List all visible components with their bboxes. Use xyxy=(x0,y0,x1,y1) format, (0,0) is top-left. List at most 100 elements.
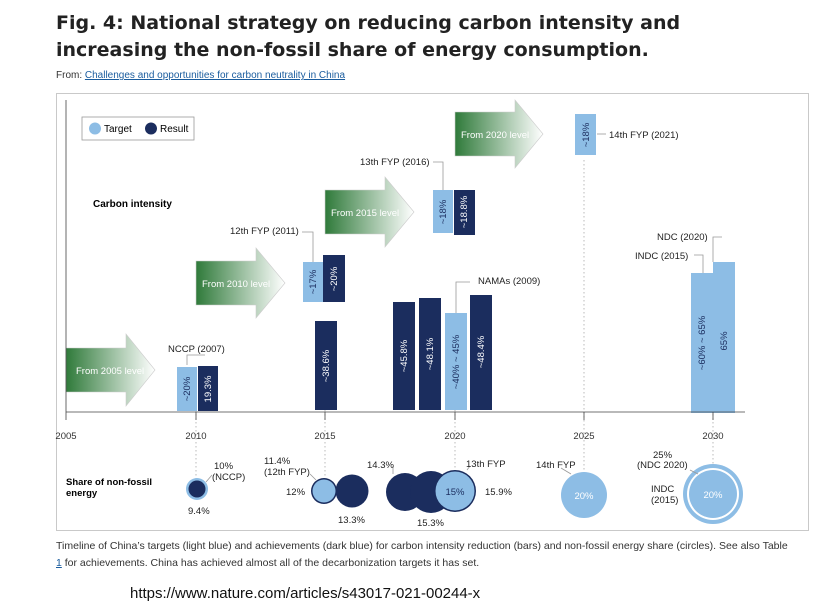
bar-2025-target xyxy=(575,114,596,155)
bar-value-2020-13fyp-target: ~18% xyxy=(438,199,449,224)
circle-2025-target xyxy=(561,472,607,518)
annot-13fyp: 13th FYP (2016) xyxy=(360,157,430,168)
leader-13fyp xyxy=(433,161,444,190)
non-fossil-circles xyxy=(186,464,743,524)
caption-text-start: Timeline of China’s targets (light blue)… xyxy=(56,540,788,552)
row-label-non-fossil-share-line1: Share of non-fossil xyxy=(66,477,152,488)
circle-label-2010-target: 10% xyxy=(214,461,234,472)
arrow-2020-shape xyxy=(454,99,544,169)
circle-labels: 10% (NCCP) 9.4% 11.4% (12th FYP) 12% 13.… xyxy=(188,450,723,529)
year-guides xyxy=(195,160,714,480)
row-label-carbon-intensity: Carbon intensity xyxy=(93,199,172,210)
bar-value-2030-indc: ~60% ~ 65% xyxy=(697,315,708,370)
bar-2020-target-namas xyxy=(445,313,467,410)
x-axis: 2005 2010 2015 2020 2025 2030 xyxy=(55,100,745,442)
circle-label-2019-result: 15.3% xyxy=(417,518,444,529)
bar-value-2015-cumulative: ~38.6% xyxy=(321,349,332,382)
bar-value-2020-13fyp-result: ~18.8% xyxy=(459,195,470,228)
axis-tick-labels: 2005 2010 2015 2020 2025 2030 xyxy=(55,431,723,442)
legend-target-swatch xyxy=(89,122,101,135)
circle-label-2010-target-source: (NCCP) xyxy=(212,472,245,483)
legend: Target Result xyxy=(81,116,195,141)
bar-value-2019: ~48.1% xyxy=(425,337,436,370)
row-label-non-fossil-share-line2: energy xyxy=(66,488,98,499)
bar-value-labels: ~20% 19.3% ~17% ~20% ~38.6% ~45.8% ~48.1… xyxy=(182,122,730,402)
tick-label-2010: 2010 xyxy=(185,431,206,442)
figure-title: Fig. 4: National strategy on reducing ca… xyxy=(56,12,681,61)
circle-label-2016-result: 13.3% xyxy=(338,515,365,526)
axis-ticks xyxy=(65,412,714,420)
circle-label-2020-result: 15.9% xyxy=(485,487,512,498)
annot-12fyp: 12th FYP (2011) xyxy=(230,226,299,237)
circle-2016-result xyxy=(335,474,369,508)
figure-caption: Timeline of China’s targets (light blue)… xyxy=(56,538,796,572)
circle-label-2015-target-source: (12th FYP) xyxy=(264,467,310,478)
tick-label-2015: 2015 xyxy=(314,431,335,442)
bar-2018-result xyxy=(393,302,415,410)
arrow-2005-label: From 2005 level xyxy=(76,366,144,377)
bar-2020-target-13fyp xyxy=(433,190,453,233)
source-line: From: Challenges and opportunities for c… xyxy=(56,70,345,81)
circle-label-2030-indc: INDC xyxy=(651,484,674,495)
bar-leaders xyxy=(186,133,722,365)
arrow-2005: From 2005 level xyxy=(65,333,156,407)
bar-2015-target xyxy=(303,262,323,302)
bar-value-2025: ~18% xyxy=(581,122,592,147)
bar-2021-result xyxy=(470,295,492,410)
bar-2020-result-13fyp xyxy=(454,190,475,235)
leader-2015 xyxy=(309,473,317,481)
circle-2010-result xyxy=(188,480,206,498)
bar-2019-result xyxy=(419,298,441,410)
bar-value-2018: ~45.8% xyxy=(399,339,410,372)
circle-label-2015-result: 12% xyxy=(286,487,306,498)
annot-nccp: NCCP (2007) xyxy=(168,344,225,355)
tick-label-2025: 2025 xyxy=(573,431,594,442)
leader-nccp xyxy=(186,354,205,365)
leader-2020 xyxy=(466,465,471,471)
figure-frame xyxy=(56,93,809,531)
leader-2025 xyxy=(560,467,572,475)
bar-2010-target xyxy=(177,367,197,411)
arrow-2010-shape xyxy=(195,247,286,319)
annot-indc: INDC (2015) xyxy=(635,251,688,262)
bar-value-2015-target: ~17% xyxy=(308,269,319,294)
circle-label-2010-result: 9.4% xyxy=(188,506,210,517)
tick-label-2020: 2020 xyxy=(444,431,465,442)
bar-2030-ndc xyxy=(713,262,735,413)
source-article-link[interactable]: Challenges and opportunities for carbon … xyxy=(84,70,346,81)
circle-label-2030-indc-year: (2015) xyxy=(651,495,678,506)
bar-value-2010-target: ~20% xyxy=(182,376,193,401)
circle-2015-target xyxy=(312,479,336,503)
table-link[interactable]: 1 xyxy=(56,557,62,569)
arrow-2015-shape xyxy=(324,176,415,248)
arrow-2015: From 2015 level xyxy=(324,176,415,248)
circle-label-2030-ndc-value: 25% xyxy=(653,450,673,461)
legend-target-label: Target xyxy=(104,124,132,135)
arrow-2010: From 2010 level xyxy=(195,247,286,319)
tick-label-2030: 2030 xyxy=(702,431,723,442)
legend-result-label: Result xyxy=(160,124,189,135)
leader-ndc xyxy=(712,236,722,262)
leader-namas xyxy=(455,281,470,313)
leader-indc xyxy=(694,254,704,273)
tick-label-2005: 2005 xyxy=(55,431,76,442)
annot-namas: NAMAs (2009) xyxy=(478,276,540,287)
annot-ndc: NDC (2020) xyxy=(657,232,708,243)
circle-label-2025-source: 14th FYP xyxy=(536,460,576,471)
arrow-2015-label: From 2015 level xyxy=(331,208,399,219)
circle-label-2018-result: 14.3% xyxy=(367,460,394,471)
leader-12fyp xyxy=(302,231,314,262)
circle-label-2020-target-source: 13th FYP xyxy=(466,459,506,470)
bar-value-2030-ndc: 65% xyxy=(719,331,730,351)
arrow-2020-label: From 2020 level xyxy=(461,130,529,141)
circle-2020-target xyxy=(435,471,475,511)
circle-label-2020-target-value: 15% xyxy=(445,487,465,498)
bar-annotations: NCCP (2007) 12th FYP (2011) 13th FYP (20… xyxy=(168,130,708,355)
leader-2030-ndc xyxy=(689,469,699,475)
from-prefix: From: xyxy=(56,70,85,81)
annot-14fyp: 14th FYP (2021) xyxy=(609,130,679,141)
legend-result-swatch xyxy=(145,122,157,135)
arrow-2005-shape xyxy=(65,333,156,407)
carbon-intensity-bars xyxy=(177,114,735,413)
bar-2010-result xyxy=(198,366,218,411)
